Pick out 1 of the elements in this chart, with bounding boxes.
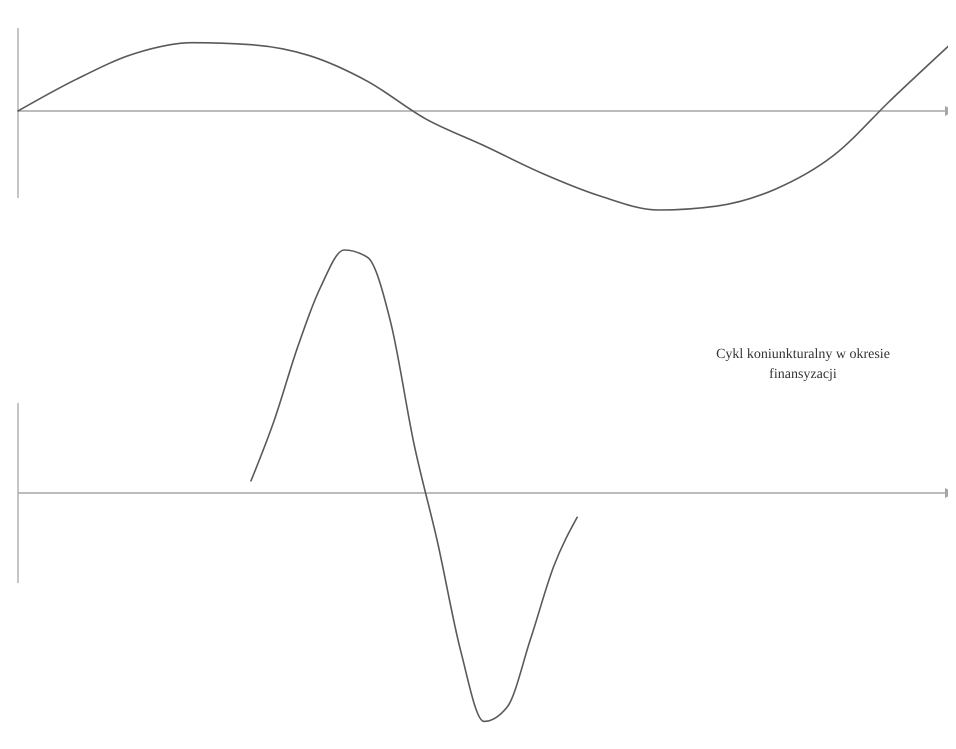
annotation: Cykl koniunkturalny w okresie finansyzacji (716, 347, 890, 382)
